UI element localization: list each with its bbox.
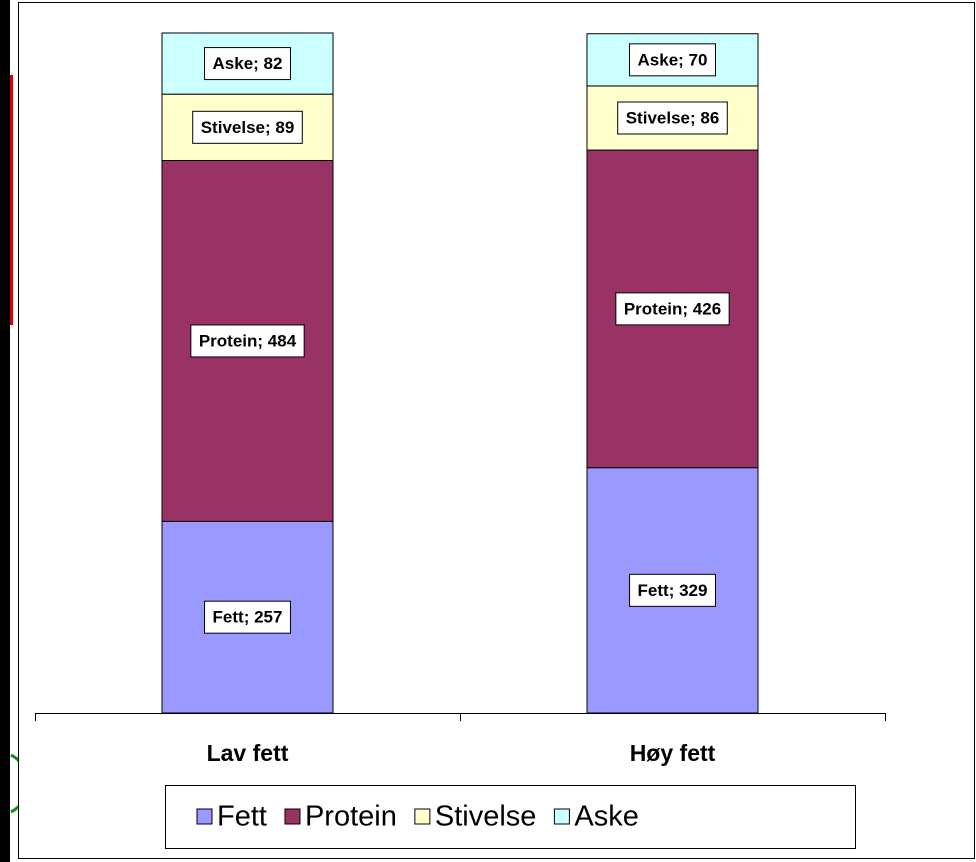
data-label: Protein; 484 [199, 331, 297, 350]
data-label-box [617, 101, 728, 135]
data-label-box [615, 292, 730, 326]
legend-swatch [414, 808, 431, 825]
legend: Fett Protein Stivelse Aske [196, 801, 639, 833]
legend-swatch [553, 808, 570, 825]
data-label-box [629, 43, 716, 77]
data-label: Fett; 257 [213, 608, 283, 627]
data-label: Stivelse; 86 [626, 108, 720, 127]
legend-swatch [196, 808, 213, 825]
left-strip [0, 0, 10, 862]
legend-label: Fett [217, 801, 267, 833]
legend-label: Stivelse [435, 801, 537, 833]
x-tick-label: Høy fett [630, 740, 716, 766]
data-label-box [204, 47, 291, 81]
data-label: Protein; 426 [624, 299, 721, 318]
x-tick-label: Lav fett [207, 740, 289, 766]
data-label-box [190, 324, 305, 358]
data-label-box [629, 573, 716, 607]
red-marker [10, 75, 13, 325]
data-label: Aske; 82 [213, 54, 283, 73]
legend-box [165, 785, 856, 849]
data-label-box [192, 110, 303, 144]
legend-label: Aske [574, 801, 638, 833]
plot-area: Lav fett Høy fett Fett; 257 Protein; 484 Sti… [35, 32, 886, 766]
data-label: Aske; 70 [638, 50, 708, 69]
data-label: Stivelse; 89 [201, 118, 295, 137]
legend-label: Protein [305, 801, 397, 833]
legend-swatch [284, 808, 301, 825]
data-label-box [204, 600, 291, 634]
data-label: Fett; 329 [638, 581, 708, 600]
